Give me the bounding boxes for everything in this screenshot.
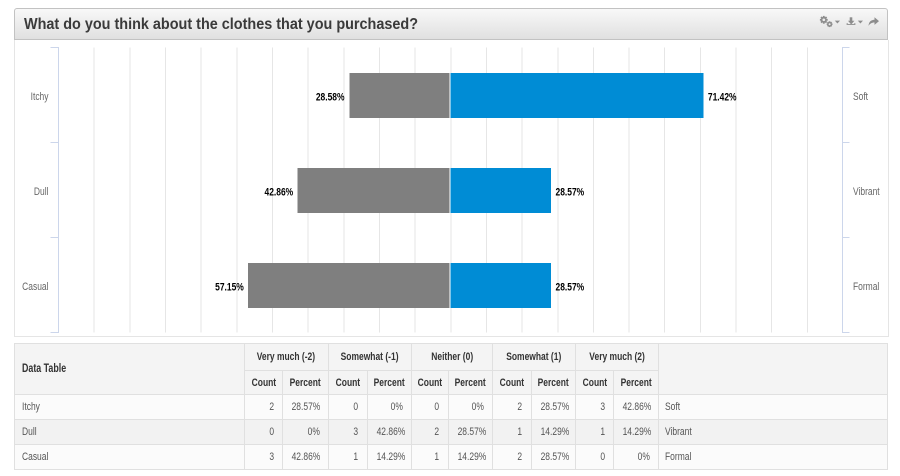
svg-text:Soft: Soft [853,91,868,103]
svg-text:Dull: Dull [34,186,49,198]
svg-text:Itchy: Itchy [31,91,49,103]
svg-text:Vibrant: Vibrant [853,186,880,198]
svg-text:Formal: Formal [853,281,879,293]
svg-text:Casual: Casual [22,281,48,293]
svg-text:71.42%: 71.42% [708,92,737,104]
svg-text:28.58%: 28.58% [316,92,345,104]
svg-text:57.15%: 57.15% [215,281,244,293]
svg-text:28.57%: 28.57% [556,187,585,199]
svg-text:28.57%: 28.57% [556,281,585,293]
svg-text:42.86%: 42.86% [265,187,294,199]
